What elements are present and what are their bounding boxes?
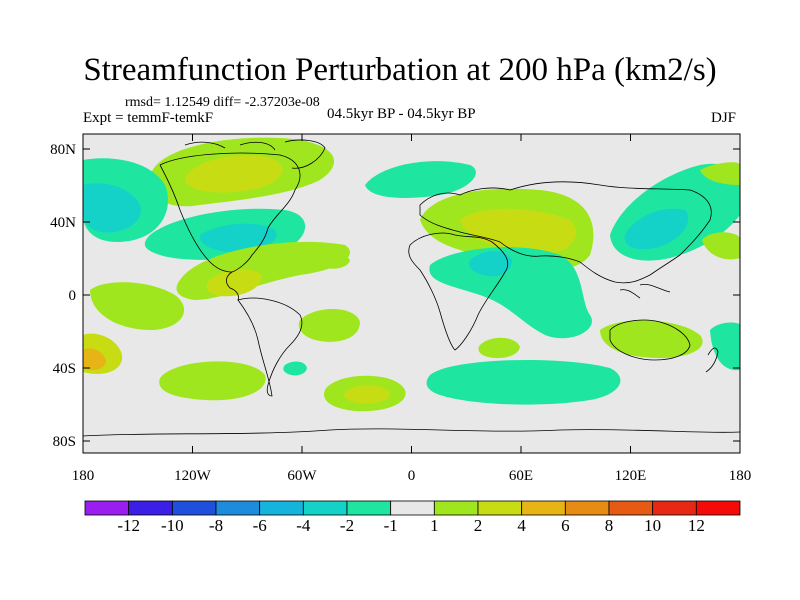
y-tick-label: 80N [50,142,76,158]
contour-positive-tropical-pacific [90,282,185,330]
x-tick-label: 180 [72,468,95,484]
colorbar-swatch [215,500,261,516]
colorbar-swatch [346,500,392,516]
colorbar-swatch [302,500,348,516]
period-label: 04.5kyr BP - 04.5kyr BP [327,106,476,122]
colorbar-label: -12 [117,516,140,535]
coastline-new-zealand [705,347,719,373]
x-tick-label: 60W [287,468,317,484]
colorbar-label: -2 [339,516,355,535]
coastline-arctic [184,139,326,169]
colorbar-label: 12 [687,516,705,535]
contour-negative-africa-inner [469,251,512,277]
x-tick-label: 180 [729,468,752,484]
y-tick-label: 0 [69,288,77,304]
coastline-antarctica [83,428,740,437]
colorbar-label: 8 [604,516,614,535]
colorbar-swatch [477,500,523,516]
contour-positive-small [316,253,350,269]
contour-peak-south-pacific-west [83,348,106,370]
coastline-north-america-west [159,164,233,273]
colorbar-swatch [695,500,741,516]
colorbar-swatch [259,500,304,516]
coastlines [83,139,740,437]
contour-negative-arctic-europe [365,161,476,198]
contour-negative-north-atlantic-inner [199,223,277,253]
contour-negative-northeast-asia-inner [624,208,689,250]
colorbar-label: 6 [561,516,570,535]
contour-positive-pacific-east [702,232,740,260]
contour-negative-africa-indian-ocean [429,247,592,339]
contour-positive-australia [600,320,703,358]
colorbar-swatch [608,500,654,516]
colorbar-label: -1 [383,516,398,535]
axis-ticks [82,134,741,453]
y-tick-label: 40S [53,361,76,377]
x-tick-labels: 180 120W 60W 0 60E 120E 180 [72,468,752,484]
colorbar-swatch [564,500,610,516]
y-tick-label: 40N [50,215,76,231]
colorbar-swatch [390,500,435,516]
contour-strong-positive-tropical-atlantic [206,269,262,297]
contour-negative-southwest-pacific [710,322,740,371]
colorbar-swatch [652,500,697,516]
colorbar-swatch [84,500,130,516]
colorbar-label: 1 [430,516,439,535]
x-tick-label: 0 [408,468,416,484]
y-tick-labels: 80N 40N 0 40S 80S [50,142,76,450]
colorbar-label: 4 [517,516,526,535]
contour-negative-north-pacific-inner [83,183,141,233]
contour-negative-southern-ocean [426,359,621,405]
colorbar-swatch [171,500,217,516]
x-tick-label: 60E [509,468,533,484]
x-tick-label: 120E [615,468,647,484]
coastline-indonesia [619,283,671,299]
colorbar-label: -4 [296,516,311,535]
season-label: DJF [711,110,737,126]
experiment-label: Expt = temmF-temkF [83,110,214,126]
colorbar-label: -8 [208,516,224,535]
coastline-eurasia [419,181,712,284]
contour-positive-south-pacific [159,361,266,401]
contour-strong-positive-south-atlantic [344,385,390,404]
contour-fields [83,137,740,412]
colorbar-label: 2 [473,516,483,535]
colorbar [84,500,741,516]
colorbar-label: -6 [252,516,267,535]
contour-positive-south-atlantic [298,308,360,342]
coastline-australia [609,319,691,361]
colorbar-swatch [128,500,173,516]
map-title: Streamfunction Perturbation at 200 hPa (… [83,52,717,88]
coastline-africa [408,232,509,351]
coastline-north-america [159,152,301,301]
contour-strong-positive-north-america [185,155,283,193]
x-tick-label: 120W [174,468,212,484]
contour-positive-south-indian [478,337,520,359]
contour-negative-small [283,361,307,376]
coastline-south-america [237,297,303,397]
colorbar-swatch [521,500,566,516]
contour-strong-positive-eurasia [460,208,576,255]
colorbar-label: 10 [644,516,662,535]
stats-label: rmsd= 1.12549 diff= -2.37203e-08 [125,95,320,110]
contour-positive-north-pacific-edge [700,162,740,185]
colorbar-label: -10 [160,516,184,535]
y-tick-label: 80S [53,434,76,450]
colorbar-swatch [433,500,479,516]
